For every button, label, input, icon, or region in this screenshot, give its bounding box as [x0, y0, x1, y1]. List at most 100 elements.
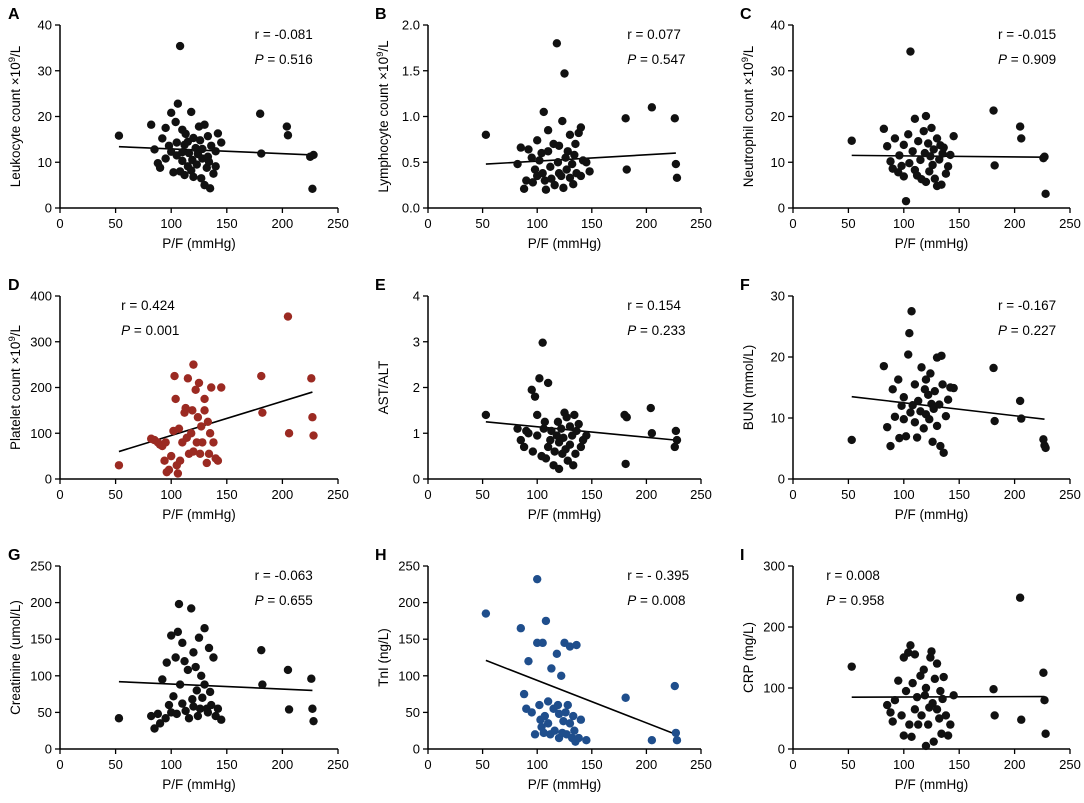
data-point — [516, 143, 526, 152]
data-point — [188, 695, 197, 704]
data-point — [550, 726, 559, 735]
data-point — [203, 131, 213, 141]
y-tick-label: 50 — [38, 705, 52, 720]
data-point — [671, 159, 681, 169]
panel-g: G 0 50 100 150 200 250 0 50 100 150 200 250 P/F (mmHg… — [8, 547, 349, 792]
x-tick-label: 150 — [948, 487, 970, 502]
data-point — [308, 184, 317, 193]
x-tick-label: 100 — [160, 487, 182, 502]
x-tick-label: 150 — [581, 216, 603, 231]
data-point — [938, 380, 947, 389]
data-point — [932, 134, 942, 143]
y-tick-label: 200 — [30, 595, 52, 610]
data-point — [936, 686, 945, 696]
data-point — [481, 130, 491, 139]
stat-r: r = 0.077 — [627, 27, 681, 42]
y-tick-label: 40 — [38, 18, 52, 33]
data-point — [1041, 189, 1050, 199]
y-tick-label: 10 — [771, 411, 785, 426]
data-point — [167, 108, 176, 118]
y-tick-label: 200 — [30, 380, 52, 395]
data-point — [195, 449, 205, 459]
x-tick-label: 250 — [327, 216, 349, 231]
x-tick-label: 250 — [327, 487, 349, 502]
data-point — [200, 680, 209, 689]
y-tick-label: 100 — [398, 668, 420, 683]
data-point — [899, 415, 908, 424]
data-point — [1015, 122, 1025, 131]
x-tick-label: 100 — [526, 757, 548, 772]
data-point — [513, 159, 522, 169]
panel-letter: A — [8, 6, 20, 23]
data-point — [178, 638, 187, 648]
y-tick-label: 100 — [763, 681, 785, 696]
data-point — [941, 711, 951, 720]
x-tick-label: 0 — [56, 216, 63, 231]
data-point — [195, 136, 205, 145]
data-point — [897, 711, 906, 720]
data-point — [172, 138, 181, 147]
data-point — [202, 458, 211, 468]
data-point — [557, 671, 566, 680]
y-axis-title: Lymphocyte count ×109/L — [375, 40, 391, 193]
data-point — [258, 680, 267, 689]
data-point — [540, 711, 550, 721]
data-point — [173, 627, 183, 637]
x-tick-label: 50 — [108, 757, 122, 772]
y-tick-label: 400 — [30, 289, 52, 304]
data-point — [565, 173, 575, 183]
data-point — [565, 130, 575, 139]
data-point — [894, 375, 903, 384]
x-tick-label: 250 — [1059, 757, 1081, 772]
data-point — [925, 415, 934, 424]
data-point — [114, 714, 124, 723]
data-point — [572, 640, 581, 650]
y-axis-title: TnI (ng/L) — [376, 628, 391, 687]
data-point — [910, 380, 920, 389]
data-point — [519, 689, 529, 699]
x-tick-label: 100 — [526, 216, 548, 231]
data-point — [209, 653, 218, 662]
panel-a: A 0 50 100 150 200 250 0 10 20 30 40 P/F (mmHg) Leuko… — [7, 6, 349, 251]
data-point — [567, 159, 577, 169]
x-tick-label: 200 — [1004, 757, 1026, 772]
data-point — [949, 691, 958, 700]
x-tick-label: 100 — [893, 487, 915, 502]
y-tick-label: 10 — [771, 155, 785, 170]
y-axis-title: Leukocyte count ×109/L — [7, 45, 23, 187]
data-point — [307, 374, 316, 383]
data-point — [187, 429, 196, 438]
y-axis-title: Creatinine (umol/L) — [8, 600, 23, 715]
data-point — [217, 715, 226, 724]
data-point — [565, 440, 575, 449]
x-tick-label: 250 — [690, 487, 712, 502]
data-point — [161, 438, 170, 447]
x-tick-label: 150 — [216, 757, 238, 772]
x-tick-label: 150 — [581, 487, 603, 502]
data-point — [552, 39, 562, 48]
data-point — [183, 665, 193, 675]
data-point — [527, 385, 536, 394]
data-point — [930, 386, 940, 396]
y-tick-label: 200 — [398, 595, 420, 610]
x-tick-label: 50 — [841, 216, 855, 231]
data-point — [890, 412, 900, 421]
data-point — [189, 648, 198, 657]
y-tick-label: 30 — [771, 289, 785, 304]
x-tick-label: 100 — [893, 216, 915, 231]
data-point — [284, 705, 294, 714]
x-axis-title: P/F (mmHg) — [528, 236, 602, 251]
data-point — [574, 733, 583, 743]
stat-r: r = -0.015 — [998, 27, 1056, 42]
x-axis-title: P/F (mmHg) — [895, 236, 969, 251]
data-point — [553, 158, 563, 167]
stat-p: P = 0.655 — [255, 593, 313, 608]
data-point — [282, 122, 292, 131]
data-point — [284, 429, 294, 438]
data-point — [197, 671, 206, 680]
data-point — [550, 447, 559, 456]
data-point — [670, 442, 679, 452]
data-point — [175, 41, 185, 51]
x-tick-label: 50 — [841, 487, 855, 502]
data-point — [582, 431, 591, 440]
